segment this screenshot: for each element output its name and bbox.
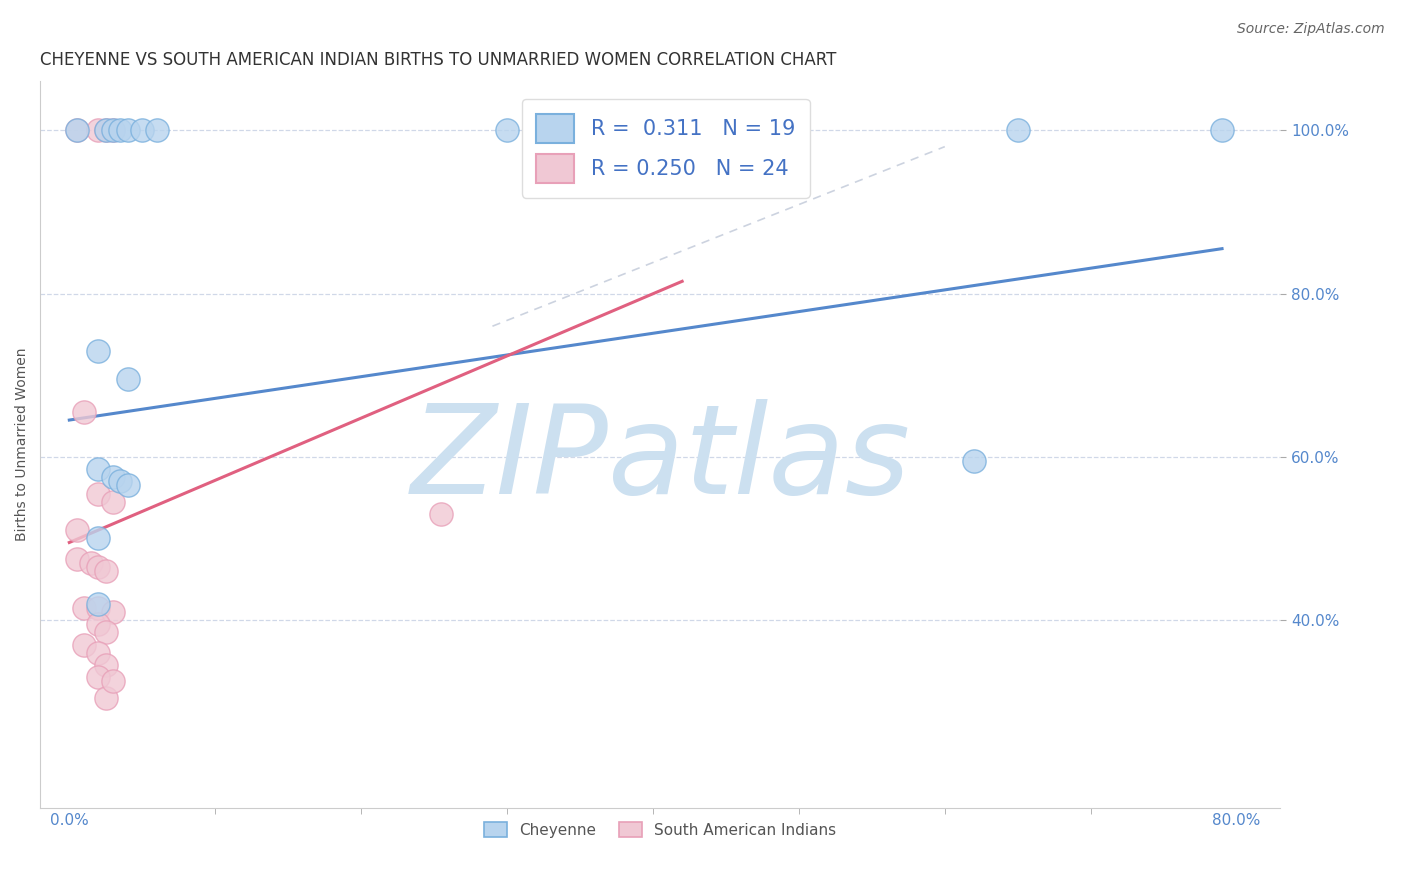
Point [117, 123, 139, 137]
Point [87, 600, 110, 615]
Point [87, 486, 110, 500]
Text: Source: ZipAtlas.com: Source: ZipAtlas.com [1237, 22, 1385, 37]
Point [94, 123, 117, 137]
Text: CHEYENNE VS SOUTH AMERICAN INDIAN BIRTHS TO UNMARRIED WOMEN CORRELATION CHART: CHEYENNE VS SOUTH AMERICAN INDIAN BIRTHS… [41, 51, 837, 69]
Point [94, 564, 117, 578]
Point [80, 556, 103, 570]
Point [65, 123, 87, 137]
Point [101, 674, 124, 689]
Point [101, 470, 124, 484]
Y-axis label: Births to Unmarried Women: Births to Unmarried Women [15, 348, 30, 541]
Point [94, 625, 117, 640]
Point [87, 670, 110, 684]
Point [101, 494, 124, 508]
Point [963, 454, 986, 468]
Point [1211, 123, 1233, 137]
Point [87, 532, 110, 546]
Point [101, 123, 124, 137]
Point [87, 560, 110, 574]
Point [101, 605, 124, 619]
Point [1007, 123, 1029, 137]
Point [73, 638, 96, 652]
Point [110, 123, 132, 137]
Point [73, 600, 96, 615]
Point [110, 475, 132, 489]
Point [117, 372, 139, 386]
Point [94, 657, 117, 672]
Point [87, 343, 110, 358]
Point [65, 551, 87, 566]
Point [496, 123, 519, 137]
Text: ZIPatlas: ZIPatlas [411, 399, 910, 519]
Point [87, 617, 110, 632]
Point [87, 646, 110, 660]
Point [131, 123, 153, 137]
Point [430, 507, 453, 521]
Point [146, 123, 169, 137]
Point [94, 690, 117, 705]
Legend: Cheyenne, South American Indians: Cheyenne, South American Indians [478, 815, 842, 844]
Point [87, 123, 110, 137]
Point [117, 478, 139, 492]
Point [94, 123, 117, 137]
Point [87, 462, 110, 476]
Point [101, 123, 124, 137]
Point [87, 597, 110, 611]
Point [65, 523, 87, 537]
Point [73, 405, 96, 419]
Point [65, 123, 87, 137]
